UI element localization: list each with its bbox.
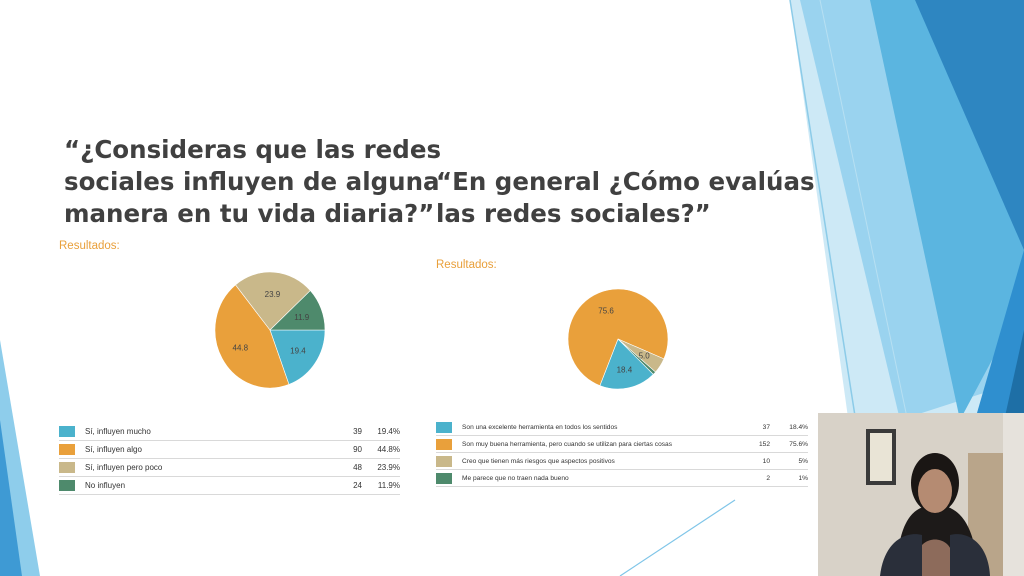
question-1-line-2: sociales influyen de alguna xyxy=(64,167,440,196)
presenter-face xyxy=(918,469,952,513)
legend-row: Sí, influyen algo 90 44.8% xyxy=(59,440,400,459)
pie-slice-label: 19.4 xyxy=(290,347,306,356)
legend-percent: 11.9% xyxy=(362,476,400,495)
legend-count: 10 xyxy=(730,452,770,470)
legend-label: Sí, influyen pero poco xyxy=(85,458,322,477)
pie-slice-label: 5.0 xyxy=(639,352,651,361)
legend-label: Son muy buena herramienta, pero cuando s… xyxy=(462,435,730,453)
legend-count: 90 xyxy=(322,440,362,459)
legend-label: Sí, influyen algo xyxy=(85,440,322,459)
pie-slice xyxy=(567,288,669,386)
pie-slice xyxy=(235,271,311,331)
legend-label: Sí, influyen mucho xyxy=(85,423,322,441)
legend-swatch xyxy=(436,438,452,450)
question-1-line-3: manera en tu vida diaria?” xyxy=(64,199,435,228)
legend-swatch xyxy=(436,472,452,484)
pie-slice xyxy=(617,338,656,375)
results-label-2: Resultados: xyxy=(436,259,497,271)
legend-row: Son una excelente herramienta en todos l… xyxy=(436,419,808,436)
legend-count: 152 xyxy=(730,435,770,453)
pie-slice-label: 18.4 xyxy=(617,365,633,374)
legend-row: Sí, influyen mucho 39 19.4% xyxy=(59,423,400,441)
pie-slice-label: 75.6 xyxy=(598,306,614,315)
legend-row: No influyen 24 11.9% xyxy=(59,476,400,495)
legend-table-1: Sí, influyen mucho 39 19.4% Sí, influyen… xyxy=(59,423,400,495)
pie-slice-label: 23.9 xyxy=(265,290,281,299)
pie-slice xyxy=(214,284,290,389)
pie-chart-1: 19.4 44.8 23.9 11.9 xyxy=(214,271,326,389)
legend-count: 37 xyxy=(730,419,770,436)
legend-count: 24 xyxy=(322,476,362,495)
legend-percent: 18.4% xyxy=(770,419,808,436)
legend-row: Me parece que no traen nada bueno 2 1% xyxy=(436,469,808,487)
legend-swatch xyxy=(436,421,452,433)
legend-percent: 23.9% xyxy=(362,458,400,477)
legend-label: Creo que tienen más riesgos que aspectos… xyxy=(462,452,730,470)
pie-slice-label: 11.9 xyxy=(294,313,310,322)
pie-chart-2: 18.4 75.6 5.0 xyxy=(567,288,669,390)
legend-row: Son muy buena herramienta, pero cuando s… xyxy=(436,435,808,453)
pie-slice xyxy=(269,290,326,331)
legend-percent: 1% xyxy=(770,469,808,487)
legend-swatch xyxy=(436,455,452,467)
webcam-video xyxy=(818,413,1024,576)
legend-swatch xyxy=(59,426,75,437)
legend-row: Creo que tienen más riesgos que aspectos… xyxy=(436,452,808,470)
question-1-line-1: “¿Consideras que las redes xyxy=(64,135,442,164)
question-1-title: “¿Consideras que las redes sociales infl… xyxy=(64,134,442,230)
legend-percent: 5% xyxy=(770,452,808,470)
webcam-frame xyxy=(818,413,1024,576)
legend-percent: 75.6% xyxy=(770,435,808,453)
legend-count: 39 xyxy=(322,423,362,441)
legend-swatch xyxy=(59,480,75,491)
results-label-1: Resultados: xyxy=(59,240,120,252)
question-2-title: “En general ¿Cómo evalúas las redes soci… xyxy=(436,166,815,230)
legend-count: 2 xyxy=(730,469,770,487)
legend-label: Me parece que no traen nada bueno xyxy=(462,469,730,487)
legend-swatch xyxy=(59,444,75,455)
pie-slice-label: 44.8 xyxy=(233,344,249,353)
legend-table-2: Son una excelente herramienta en todos l… xyxy=(436,419,808,487)
legend-label: No influyen xyxy=(85,476,322,495)
pie-slice xyxy=(269,329,326,385)
legend-row: Sí, influyen pero poco 48 23.9% xyxy=(59,458,400,477)
legend-swatch xyxy=(59,462,75,473)
legend-percent: 44.8% xyxy=(362,440,400,459)
question-2-line-1: “En general ¿Cómo evalúas xyxy=(436,167,815,196)
legend-count: 48 xyxy=(322,458,362,477)
question-2-line-2: las redes sociales?” xyxy=(436,199,711,228)
legend-percent: 19.4% xyxy=(362,423,400,441)
legend-label: Son una excelente herramienta en todos l… xyxy=(462,419,730,436)
